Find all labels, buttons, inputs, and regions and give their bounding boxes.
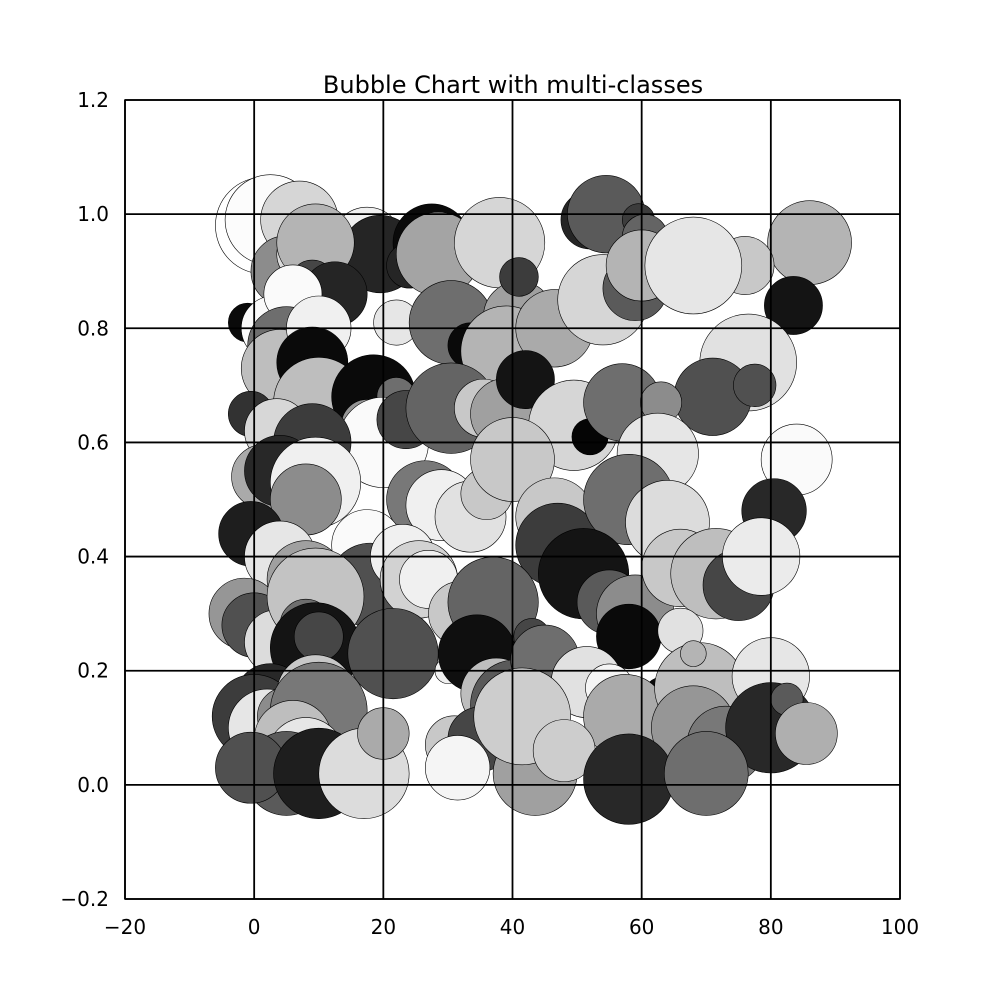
bubble-point [663, 731, 749, 816]
bubbles-layer [208, 174, 852, 825]
y-tick-label: 0.4 [77, 545, 109, 569]
bubble-point [496, 350, 555, 410]
x-tick-label: 100 [881, 915, 919, 939]
bubble-point [644, 216, 743, 315]
bubble-point [347, 608, 439, 700]
bubble-point [499, 257, 539, 297]
bubble-point [775, 702, 838, 765]
y-tick-label: 0.6 [77, 430, 109, 454]
x-tick-label: 20 [371, 915, 396, 939]
chart-title: Bubble Chart with multi-classes [323, 71, 703, 99]
y-tick-label: 1.2 [77, 88, 109, 112]
bubble-point [425, 735, 491, 801]
x-tick-label: −20 [104, 915, 146, 939]
y-tick-label: 0.0 [77, 773, 109, 797]
y-tick-label: 1.0 [77, 202, 109, 226]
y-tick-label: 0.2 [77, 659, 109, 683]
x-tick-label: 0 [248, 915, 261, 939]
bubble-point [764, 276, 823, 335]
x-tick-label: 80 [758, 915, 783, 939]
bubble-point [293, 611, 344, 662]
x-tick-label: 60 [629, 915, 654, 939]
y-tick-label: 0.8 [77, 316, 109, 340]
bubble-point [583, 733, 675, 825]
x-tick-label: 40 [500, 915, 525, 939]
tick-layer: −20 0 20 40 60 80 100 −0.2 0.0 0.2 0.4 0.6 0.8 1.0 1.2 [60, 88, 919, 939]
bubble-point [680, 640, 707, 667]
y-tick-label: −0.2 [60, 887, 109, 911]
plot-frame [124, 99, 901, 900]
bubble-point [733, 363, 777, 407]
